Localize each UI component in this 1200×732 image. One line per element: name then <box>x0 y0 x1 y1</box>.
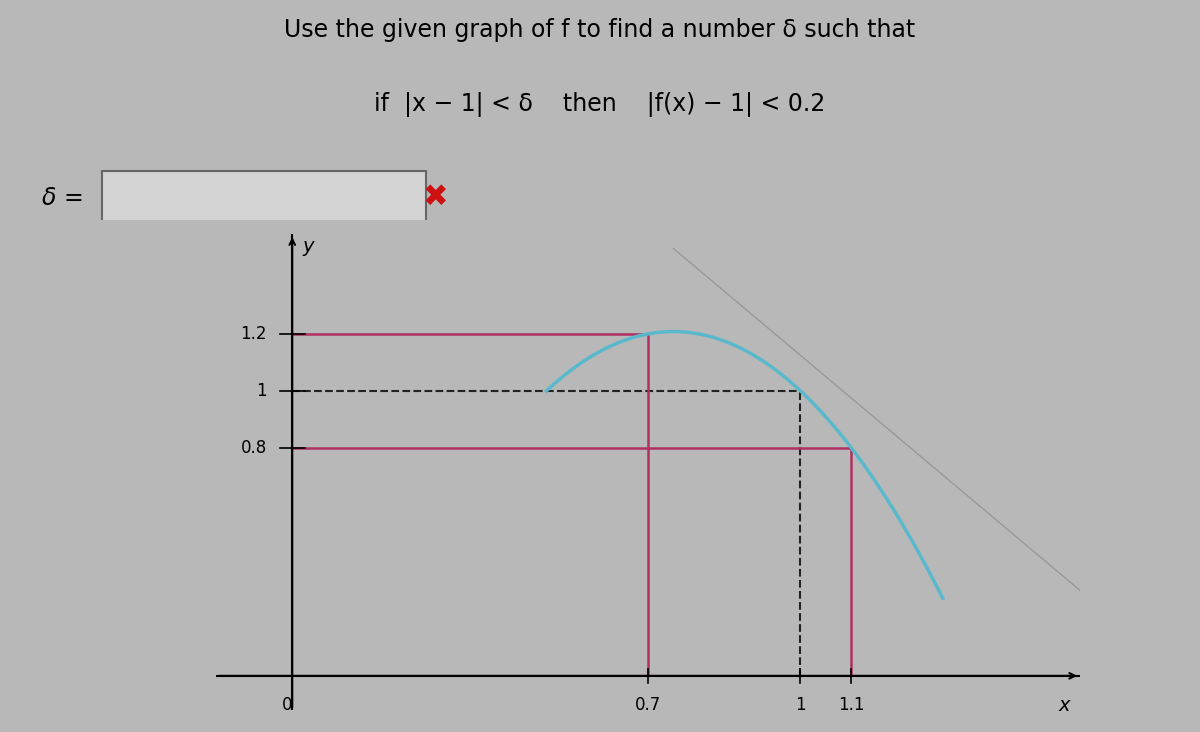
Text: if  |x − 1| < δ    then    |f(x) − 1| < 0.2: if |x − 1| < δ then |f(x) − 1| < 0.2 <box>374 92 826 117</box>
Text: y: y <box>302 237 314 256</box>
Text: 1: 1 <box>796 696 805 714</box>
Text: 1.1: 1.1 <box>838 696 864 714</box>
Text: ✖: ✖ <box>422 183 449 212</box>
Text: 1.2: 1.2 <box>240 325 266 343</box>
Text: 1: 1 <box>256 382 266 400</box>
Text: 0: 0 <box>282 696 293 714</box>
Text: 0.8: 0.8 <box>240 439 266 457</box>
Text: x: x <box>1058 696 1070 714</box>
Text: δ =: δ = <box>42 186 84 209</box>
Text: 0.7: 0.7 <box>635 696 661 714</box>
Text: Use the given graph of f to find a number δ such that: Use the given graph of f to find a numbe… <box>284 18 916 42</box>
FancyBboxPatch shape <box>102 171 426 224</box>
